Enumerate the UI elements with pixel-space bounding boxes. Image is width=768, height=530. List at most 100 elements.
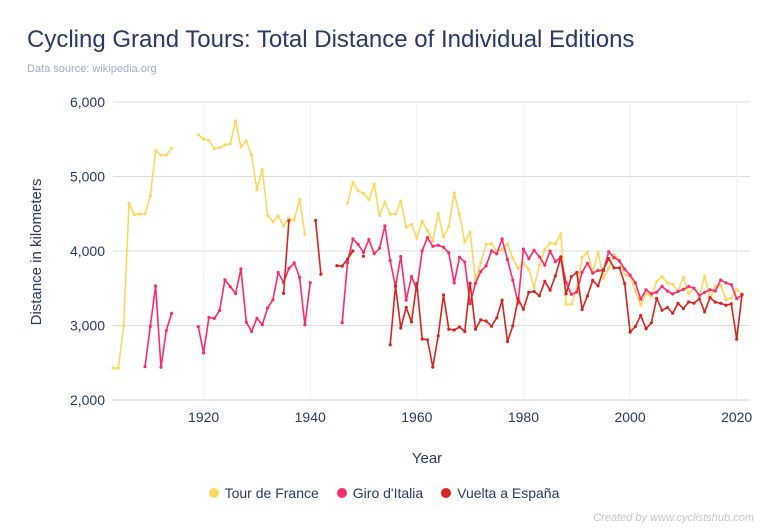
- legend-item-giro-ditalia[interactable]: Giro d'Italia: [336, 485, 423, 501]
- data-point[interactable]: [250, 153, 254, 157]
- data-point[interactable]: [596, 284, 600, 288]
- data-point[interactable]: [228, 142, 232, 146]
- data-point[interactable]: [292, 218, 296, 222]
- data-point[interactable]: [260, 168, 264, 172]
- data-point[interactable]: [724, 281, 728, 285]
- data-point[interactable]: [282, 291, 286, 295]
- data-point[interactable]: [170, 311, 174, 315]
- data-point[interactable]: [735, 287, 739, 291]
- data-point[interactable]: [505, 258, 510, 262]
- data-point[interactable]: [154, 284, 158, 288]
- data-point[interactable]: [585, 294, 590, 298]
- data-point[interactable]: [468, 302, 472, 306]
- data-point[interactable]: [511, 278, 515, 282]
- data-point[interactable]: [228, 285, 232, 289]
- data-point[interactable]: [516, 266, 520, 271]
- data-point[interactable]: [276, 214, 280, 218]
- data-point[interactable]: [468, 230, 472, 234]
- data-point[interactable]: [649, 321, 654, 325]
- data-point[interactable]: [489, 249, 494, 253]
- data-point[interactable]: [569, 302, 574, 306]
- data-point[interactable]: [537, 294, 542, 298]
- data-point[interactable]: [287, 266, 291, 270]
- data-point[interactable]: [244, 139, 248, 143]
- data-point[interactable]: [633, 289, 638, 293]
- data-point[interactable]: [463, 260, 467, 264]
- data-point[interactable]: [532, 248, 536, 252]
- data-point[interactable]: [148, 324, 152, 329]
- data-point[interactable]: [351, 180, 355, 184]
- data-point[interactable]: [356, 189, 360, 193]
- data-point[interactable]: [553, 274, 558, 278]
- data-point[interactable]: [692, 301, 696, 305]
- data-point[interactable]: [543, 247, 547, 251]
- data-point[interactable]: [441, 245, 446, 249]
- data-point[interactable]: [367, 198, 371, 202]
- data-point[interactable]: [639, 313, 643, 317]
- data-point[interactable]: [500, 298, 504, 302]
- data-point[interactable]: [687, 284, 691, 289]
- data-point[interactable]: [665, 305, 670, 310]
- data-point[interactable]: [457, 325, 462, 329]
- data-point[interactable]: [580, 307, 584, 312]
- data-point[interactable]: [596, 268, 600, 273]
- data-point[interactable]: [143, 365, 147, 369]
- data-point[interactable]: [345, 257, 350, 261]
- data-point[interactable]: [361, 250, 366, 254]
- data-point[interactable]: [463, 240, 467, 244]
- data-point[interactable]: [393, 284, 398, 288]
- data-point[interactable]: [569, 292, 574, 296]
- data-point[interactable]: [388, 212, 392, 216]
- data-point[interactable]: [431, 365, 435, 369]
- data-point[interactable]: [548, 288, 552, 292]
- data-point[interactable]: [505, 339, 510, 344]
- data-point[interactable]: [495, 316, 499, 320]
- data-point[interactable]: [383, 200, 387, 204]
- data-point[interactable]: [527, 290, 531, 294]
- data-point[interactable]: [591, 271, 595, 275]
- data-point[interactable]: [532, 289, 536, 294]
- data-point[interactable]: [361, 191, 366, 195]
- data-point[interactable]: [196, 133, 200, 137]
- data-point[interactable]: [543, 279, 547, 283]
- data-point[interactable]: [266, 306, 270, 310]
- data-point[interactable]: [585, 250, 590, 254]
- data-point[interactable]: [308, 281, 312, 285]
- data-point[interactable]: [729, 283, 733, 287]
- data-point[interactable]: [687, 300, 691, 304]
- data-point[interactable]: [596, 251, 600, 255]
- data-point[interactable]: [484, 242, 488, 246]
- data-point[interactable]: [703, 290, 707, 294]
- data-point[interactable]: [623, 267, 627, 271]
- data-point[interactable]: [431, 239, 435, 243]
- data-point[interactable]: [207, 138, 211, 142]
- data-point[interactable]: [244, 320, 248, 324]
- data-point[interactable]: [159, 365, 163, 369]
- data-point[interactable]: [527, 257, 531, 261]
- data-point[interactable]: [553, 260, 558, 264]
- data-point[interactable]: [202, 351, 206, 355]
- data-point[interactable]: [367, 238, 371, 242]
- data-point[interactable]: [719, 278, 723, 282]
- data-point[interactable]: [681, 287, 686, 291]
- data-point[interactable]: [468, 281, 472, 285]
- data-point[interactable]: [660, 308, 664, 312]
- data-point[interactable]: [639, 297, 643, 301]
- data-point[interactable]: [559, 232, 563, 236]
- data-point[interactable]: [335, 264, 339, 268]
- data-point[interactable]: [340, 264, 344, 268]
- data-point[interactable]: [447, 224, 451, 229]
- data-point[interactable]: [388, 259, 392, 263]
- data-point[interactable]: [441, 235, 446, 239]
- data-point[interactable]: [457, 255, 462, 259]
- data-point[interactable]: [580, 255, 584, 259]
- data-point[interactable]: [676, 301, 680, 305]
- data-point[interactable]: [276, 270, 280, 275]
- data-point[interactable]: [399, 326, 403, 330]
- data-point[interactable]: [287, 219, 291, 223]
- data-point[interactable]: [282, 224, 286, 228]
- legend-item-tour-de-france[interactable]: Tour de France: [208, 485, 319, 501]
- data-point[interactable]: [479, 269, 483, 274]
- data-point[interactable]: [537, 255, 542, 259]
- data-point[interactable]: [436, 211, 440, 216]
